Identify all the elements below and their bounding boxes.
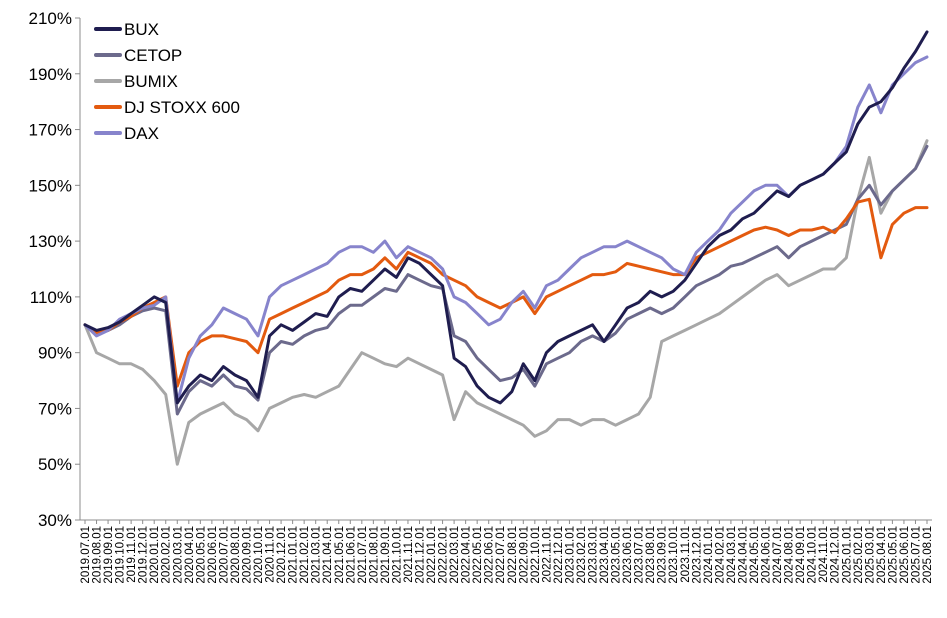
legend-label: BUX — [124, 20, 159, 39]
legend: BUX CETOP BUMIX DJ STOXX 600 DAX — [94, 20, 240, 143]
x-tick-label: 2024.06.01 — [761, 526, 773, 584]
x-tick-label: 2021.06.01 — [345, 526, 357, 584]
y-tick-label: 50% — [38, 455, 72, 474]
x-tick-label: 2021.09.01 — [380, 526, 392, 584]
x-tick-label: 2020.11.01 — [265, 526, 277, 583]
y-tick-label: 130% — [29, 232, 72, 251]
x-tick-label: 2022.10.01 — [530, 526, 542, 584]
x-tick-label: 2024.07.01 — [772, 526, 784, 584]
x-tick-label: 2023.11.01 — [680, 526, 692, 583]
x-tick-label: 2023.01.01 — [564, 526, 576, 584]
legend-label: BUMIX — [124, 72, 178, 91]
x-tick-label: 2019.08.01 — [92, 526, 104, 584]
y-tick-label: 30% — [38, 511, 72, 530]
x-tick-label: 2021.02.01 — [299, 526, 311, 584]
x-tick-label: 2024.11.01 — [818, 526, 830, 583]
x-tick-label: 2019.12.01 — [138, 526, 150, 584]
x-tick-label: 2022.01.01 — [426, 526, 438, 584]
x-tick-label: 2020.07.01 — [218, 526, 230, 584]
y-tick-label: 110% — [30, 288, 72, 307]
y-axis: 30% 50% 70% 90% 110% 130% 150% 170% 190% 210% — [29, 9, 81, 530]
series-line-bumix — [83, 139, 929, 466]
x-tick-label: 2020.08.01 — [230, 526, 242, 584]
series-lines — [83, 30, 929, 466]
x-tick-label: 2021.01.01 — [288, 526, 300, 584]
x-tick-label: 2024.10.01 — [807, 526, 819, 584]
x-tick-label: 2020.05.01 — [195, 526, 207, 584]
x-tick-label: 2025.02.01 — [853, 526, 865, 584]
x-tick-label: 2025.06.01 — [899, 526, 911, 584]
x-tick-label: 2022.05.01 — [472, 526, 484, 584]
x-tick-label: 2020.03.01 — [172, 526, 184, 584]
y-tick-label: 150% — [29, 176, 72, 195]
x-tick-label: 2023.04.01 — [599, 526, 611, 584]
x-tick-label: 2023.02.01 — [576, 526, 588, 584]
x-tick-label: 2023.05.01 — [611, 526, 623, 584]
x-tick-label: 2024.03.01 — [726, 526, 738, 584]
x-tick-label: 2024.04.01 — [737, 526, 749, 584]
x-tick-label: 2019.11.01 — [126, 526, 138, 583]
x-tick-label: 2020.12.01 — [276, 526, 288, 584]
x-tick-label: 2025.08.01 — [922, 526, 934, 584]
x-axis: 2019.07.01 2019.08.01 2019.09.01 2019.10.01… — [80, 519, 934, 584]
x-tick-label: 2021.11.01 — [403, 526, 415, 583]
x-tick-label: 2024.02.01 — [714, 526, 726, 584]
y-tick-label: 190% — [29, 65, 72, 84]
x-tick-label: 2022.04.01 — [461, 526, 473, 584]
x-tick-label: 2022.12.01 — [553, 526, 565, 584]
x-tick-label: 2024.05.01 — [749, 526, 761, 584]
x-tick-label: 2023.03.01 — [588, 526, 600, 584]
y-tick-label: 210% — [29, 9, 72, 28]
x-tick-label: 2025.05.01 — [887, 526, 899, 584]
x-tick-label: 2020.01.01 — [149, 526, 161, 584]
x-tick-label: 2022.02.01 — [438, 526, 450, 584]
x-tick-label: 2024.12.01 — [830, 526, 842, 584]
x-tick-label: 2020.10.01 — [253, 526, 265, 584]
x-tick-label: 2024.01.01 — [703, 526, 715, 584]
x-tick-label: 2025.07.01 — [910, 526, 922, 584]
x-tick-label: 2021.10.01 — [391, 526, 403, 584]
x-tick-label: 2022.06.01 — [484, 526, 496, 584]
y-tick-label: 170% — [29, 121, 72, 140]
x-tick-label: 2022.03.01 — [449, 526, 461, 584]
x-tick-label: 2021.08.01 — [368, 526, 380, 584]
y-tick-label: 70% — [38, 399, 72, 418]
x-tick-label: 2020.09.01 — [241, 526, 253, 584]
x-tick-label: 2020.04.01 — [184, 526, 196, 584]
x-tick-label: 2021.12.01 — [414, 526, 426, 584]
x-tick-label: 2021.03.01 — [311, 526, 323, 584]
x-tick-label: 2019.07.01 — [80, 526, 92, 584]
x-tick-label: 2022.09.01 — [518, 526, 530, 584]
x-tick-label: 2022.11.01 — [541, 526, 553, 583]
legend-label: CETOP — [124, 46, 182, 65]
x-tick-label: 2020.02.01 — [161, 526, 173, 584]
legend-label: DJ STOXX 600 — [124, 98, 240, 117]
series-line-bux — [83, 30, 929, 405]
x-tick-label: 2023.09.01 — [657, 526, 669, 584]
x-tick-label: 2021.07.01 — [357, 526, 369, 584]
x-tick-label: 2023.06.01 — [622, 526, 634, 584]
x-tick-label: 2019.10.01 — [115, 526, 127, 584]
x-tick-label: 2023.07.01 — [634, 526, 646, 584]
y-tick-label: 90% — [38, 344, 72, 363]
x-tick-label: 2024.09.01 — [795, 526, 807, 584]
x-tick-label: 2021.05.01 — [334, 526, 346, 584]
x-tick-label: 2021.04.01 — [322, 526, 334, 584]
series-line-cetop — [83, 144, 929, 416]
x-tick-label: 2025.03.01 — [864, 526, 876, 584]
x-tick-label: 2025.01.01 — [841, 526, 853, 584]
x-tick-label: 2023.08.01 — [645, 526, 657, 584]
x-tick-label: 2024.08.01 — [784, 526, 796, 584]
x-tick-label: 2019.09.01 — [103, 526, 115, 584]
x-tick-label: 2025.04.01 — [876, 526, 888, 584]
x-tick-label: 2022.07.01 — [495, 526, 507, 584]
x-tick-label: 2020.06.01 — [207, 526, 219, 584]
x-tick-label: 2023.12.01 — [691, 526, 703, 584]
x-tick-label: 2022.08.01 — [507, 526, 519, 584]
x-tick-label: 2023.10.01 — [668, 526, 680, 584]
series-line-dj-stoxx-600 — [83, 197, 929, 388]
legend-label: DAX — [124, 124, 159, 143]
